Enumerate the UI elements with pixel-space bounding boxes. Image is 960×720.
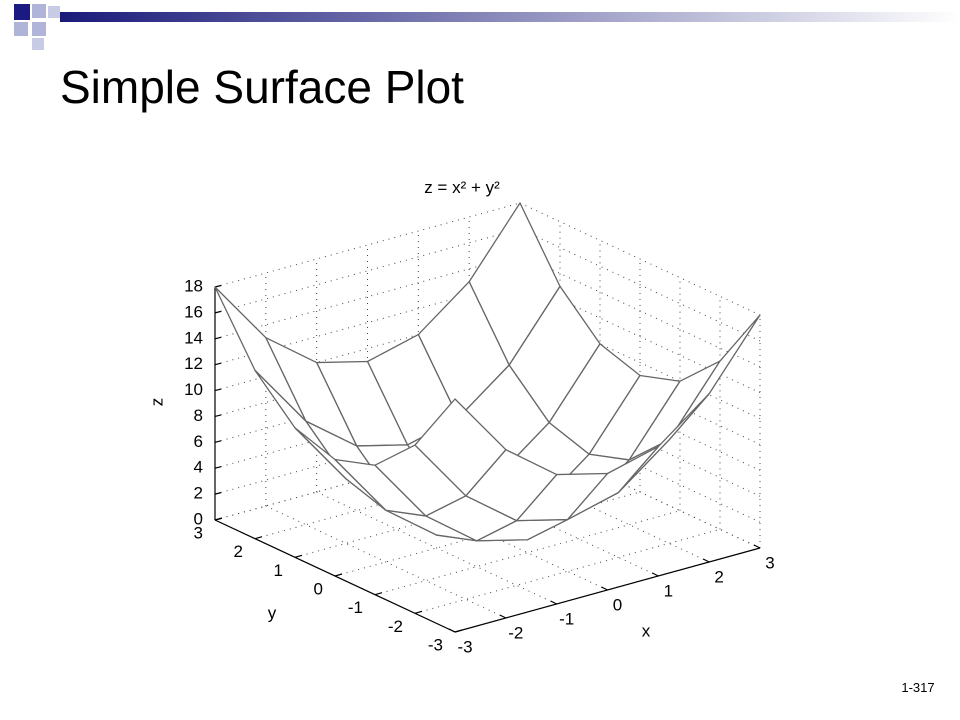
tick-mark — [652, 572, 659, 577]
tick-mark — [550, 600, 557, 605]
grid-line — [519, 254, 761, 368]
tick-mark — [214, 310, 222, 314]
y-axis-label: y — [268, 603, 277, 622]
tick-mark — [214, 414, 222, 418]
tick-mark — [214, 336, 222, 340]
x-tick-label: 1 — [664, 581, 673, 600]
y-tick-label: -3 — [428, 635, 443, 654]
chart-title: z = x² + y² — [424, 178, 500, 197]
tick-mark — [414, 610, 423, 614]
z-tick-label: 6 — [194, 432, 203, 451]
y-tick-label: 0 — [314, 579, 323, 598]
grid-line — [519, 202, 761, 316]
grid-line — [519, 280, 761, 394]
x-tick-label: 0 — [613, 595, 622, 614]
tick-mark — [214, 517, 223, 521]
tick-mark — [374, 592, 383, 596]
tick-mark — [294, 554, 303, 558]
z-tick-label: 14 — [184, 328, 203, 347]
x-tick-label: -2 — [508, 623, 523, 642]
y-tick-label: 1 — [274, 561, 283, 580]
x-axis-label: x — [642, 621, 651, 640]
y-tick-label: -1 — [348, 598, 363, 617]
grid-line — [519, 306, 761, 420]
grid-line — [519, 228, 761, 342]
z-tick-label: 0 — [194, 509, 203, 528]
y-tick-label: -2 — [388, 617, 403, 636]
header-decoration — [14, 4, 960, 50]
y-tick-label: 3 — [194, 523, 203, 542]
tick-mark — [214, 466, 222, 469]
tick-mark — [214, 440, 222, 443]
tick-mark — [214, 388, 222, 392]
tick-mark — [254, 536, 263, 540]
page-number: 1-317 — [901, 680, 934, 695]
z-tick-label: 16 — [184, 302, 203, 321]
tick-mark — [702, 558, 710, 563]
tick-mark — [214, 362, 222, 366]
tick-mark — [214, 492, 222, 495]
z-tick-label: 12 — [184, 354, 203, 373]
tick-mark — [499, 614, 507, 619]
tick-mark — [214, 284, 222, 288]
z-axis-label: z — [147, 398, 166, 407]
tick-mark — [448, 628, 456, 633]
tick-mark — [601, 586, 608, 591]
y-tick-label: 2 — [234, 542, 243, 561]
z-tick-label: 4 — [194, 458, 203, 477]
grid-line — [316, 491, 557, 605]
tick-mark — [753, 544, 761, 549]
z-tick-label: 8 — [194, 406, 203, 425]
x-tick-label: 3 — [765, 553, 774, 572]
surface-patch — [414, 398, 507, 497]
grid-line — [265, 505, 507, 619]
z-tick-label: 10 — [184, 380, 203, 399]
tick-mark — [454, 629, 463, 633]
z-tick-label: 2 — [194, 484, 203, 503]
x-tick-label: -3 — [457, 637, 472, 656]
z-tick-label: 18 — [184, 276, 203, 295]
x-tick-label: 2 — [714, 567, 723, 586]
x-tick-label: -1 — [559, 609, 574, 628]
tick-mark — [334, 573, 343, 577]
slide-title: Simple Surface Plot — [60, 61, 464, 113]
